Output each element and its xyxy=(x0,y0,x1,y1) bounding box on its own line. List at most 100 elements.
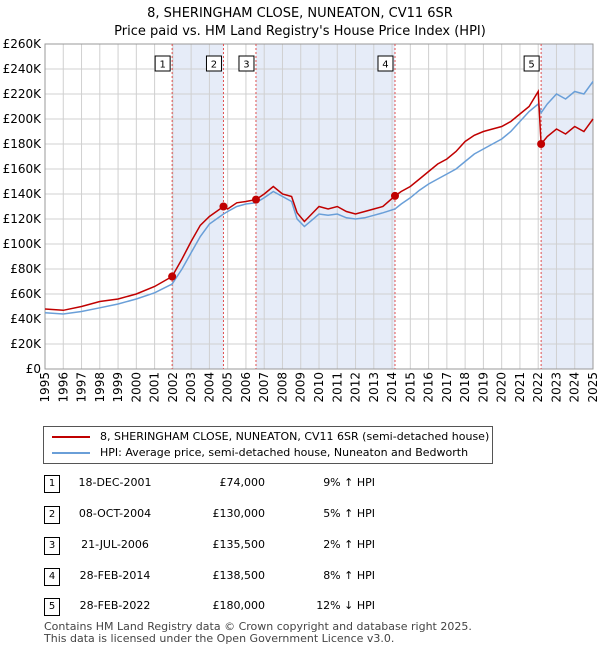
x-tick-label: 2005 xyxy=(221,372,235,403)
sale-number-badge: 5 xyxy=(44,598,60,616)
sale-price: £74,000 xyxy=(219,476,266,489)
sale-date: 28-FEB-2014 xyxy=(79,569,151,582)
sale-point xyxy=(219,202,228,211)
price-chart: £0 £20K £40K £60K £80K £100K £120K £140K £160K £1… xyxy=(3,37,600,403)
y-tick-label: £260K xyxy=(3,37,43,51)
sale-row: 2 08-OCT-2004 £130,000 5% ↑ HPI xyxy=(0,506,600,524)
sale-price: £180,000 xyxy=(212,599,266,612)
y-tick-label: £60K xyxy=(10,287,42,301)
footer-license: This data is licensed under the Open Gov… xyxy=(44,632,395,645)
hpi-line xyxy=(44,81,594,315)
chart-title: 8, SHERINGHAM CLOSE, NUNEATON, CV11 6SR xyxy=(147,6,453,21)
legend-label-property: 8, SHERINGHAM CLOSE, NUNEATON, CV11 6SR … xyxy=(100,430,490,443)
sale-number-badge: 2 xyxy=(44,506,60,524)
chart-subtitle: Price paid vs. HM Land Registry's House … xyxy=(114,24,486,39)
sale-hpi-diff: 5% ↑ HPI xyxy=(323,507,375,520)
sale-number-badge: 4 xyxy=(44,568,60,586)
x-tick-label: 2013 xyxy=(367,372,381,403)
x-tick-label: 2002 xyxy=(166,372,180,403)
y-tick-label: £140K xyxy=(3,187,43,201)
x-tick-label: 2016 xyxy=(422,372,436,403)
x-tick-label: 2010 xyxy=(312,372,326,403)
y-tick-label: £0 xyxy=(26,362,41,376)
x-tick-label: 2015 xyxy=(403,372,417,403)
sale-marker-label: 3 xyxy=(243,60,249,71)
x-tick-label: 2009 xyxy=(294,372,308,403)
x-tick-label: 2023 xyxy=(549,372,563,403)
sale-row: 3 21-JUL-2006 £135,500 2% ↑ HPI xyxy=(0,537,600,555)
x-tick-label: 1997 xyxy=(75,372,89,403)
shaded-span xyxy=(172,44,224,369)
x-tick-label: 2019 xyxy=(476,372,490,403)
y-tick-label: £80K xyxy=(10,262,42,276)
sale-hpi-diff: 9% ↑ HPI xyxy=(323,476,375,489)
sale-point xyxy=(251,195,260,204)
sale-number-badge: 1 xyxy=(44,475,60,493)
x-tick-label: 2018 xyxy=(458,372,472,403)
sale-hpi-diff: 12% ↓ HPI xyxy=(316,599,375,612)
y-tick-label: £220K xyxy=(3,87,43,101)
sale-marker-box xyxy=(205,55,222,72)
x-tick-label: 1995 xyxy=(38,372,52,403)
sale-marker-label: 1 xyxy=(159,60,165,71)
x-tick-label: 1999 xyxy=(111,372,125,403)
legend-entry-property: 8, SHERINGHAM CLOSE, NUNEATON, CV11 6SR … xyxy=(52,429,489,445)
legend-swatch-property xyxy=(52,436,90,438)
y-tick-label: £40K xyxy=(10,312,42,326)
sale-price: £138,500 xyxy=(212,569,266,582)
sale-row: 1 18-DEC-2001 £74,000 9% ↑ HPI xyxy=(0,475,600,493)
x-tick-label: 1996 xyxy=(56,372,70,403)
y-tick-label: £240K xyxy=(3,62,43,76)
sale-marker-label: 5 xyxy=(528,60,534,71)
x-tick-label: 2008 xyxy=(275,372,289,403)
shaded-span xyxy=(255,44,395,369)
plot-border xyxy=(44,43,594,370)
x-tick-label: 2014 xyxy=(385,372,399,403)
x-tick-label: 2000 xyxy=(129,372,143,403)
x-tick-label: 2011 xyxy=(330,372,344,403)
x-tick-label: 2022 xyxy=(531,372,545,403)
x-tick-label: 2004 xyxy=(202,372,216,403)
sale-point xyxy=(537,140,546,148)
legend-entry-hpi: HPI: Average price, semi-detached house,… xyxy=(52,445,468,461)
property-price-line xyxy=(44,89,594,312)
sale-date: 08-OCT-2004 xyxy=(78,507,152,520)
sale-hpi-diff: 8% ↑ HPI xyxy=(323,569,375,582)
x-tick-label: 2006 xyxy=(239,372,253,403)
sale-hpi-diff: 2% ↑ HPI xyxy=(323,538,375,551)
sale-point xyxy=(168,272,177,281)
x-tick-label: 2012 xyxy=(349,372,363,403)
x-tick-label: 2020 xyxy=(495,372,509,403)
x-tick-label: 2007 xyxy=(257,372,271,403)
x-tick-label: 2003 xyxy=(184,372,198,403)
x-tick-label: 2017 xyxy=(440,372,454,403)
sale-marker-box xyxy=(238,55,255,72)
sale-price: £130,000 xyxy=(212,507,266,520)
x-tick-label: 1998 xyxy=(93,372,107,403)
y-tick-label: £180K xyxy=(3,137,43,151)
chart-legend: 8, SHERINGHAM CLOSE, NUNEATON, CV11 6SR … xyxy=(43,426,493,464)
sale-number-badge: 3 xyxy=(44,537,60,555)
y-tick-label: £160K xyxy=(3,162,43,176)
sale-date: 28-FEB-2022 xyxy=(79,599,151,612)
sale-date: 21-JUL-2006 xyxy=(81,538,149,551)
x-tick-label: 2024 xyxy=(568,372,582,403)
sale-date: 18-DEC-2001 xyxy=(78,476,152,489)
sale-price: £135,500 xyxy=(212,538,266,551)
sale-row: 5 28-FEB-2022 £180,000 12% ↓ HPI xyxy=(0,598,600,616)
footer-copyright: Contains HM Land Registry data © Crown c… xyxy=(44,620,472,633)
sale-marker-box xyxy=(154,55,171,72)
legend-label-hpi: HPI: Average price, semi-detached house,… xyxy=(100,446,469,459)
y-tick-label: £120K xyxy=(3,212,43,226)
sale-marker-label: 4 xyxy=(382,60,388,71)
sale-marker-box xyxy=(377,55,394,72)
sale-marker-label: 2 xyxy=(211,60,217,71)
x-tick-label: 2021 xyxy=(513,372,527,403)
x-tick-label: 2025 xyxy=(586,372,600,403)
sale-marker-box xyxy=(523,55,540,72)
legend-swatch-hpi xyxy=(52,452,90,454)
x-tick-label: 2001 xyxy=(148,372,162,403)
sale-point xyxy=(390,191,399,200)
y-tick-label: £100K xyxy=(3,237,43,251)
sale-row: 4 28-FEB-2014 £138,500 8% ↑ HPI xyxy=(0,568,600,586)
